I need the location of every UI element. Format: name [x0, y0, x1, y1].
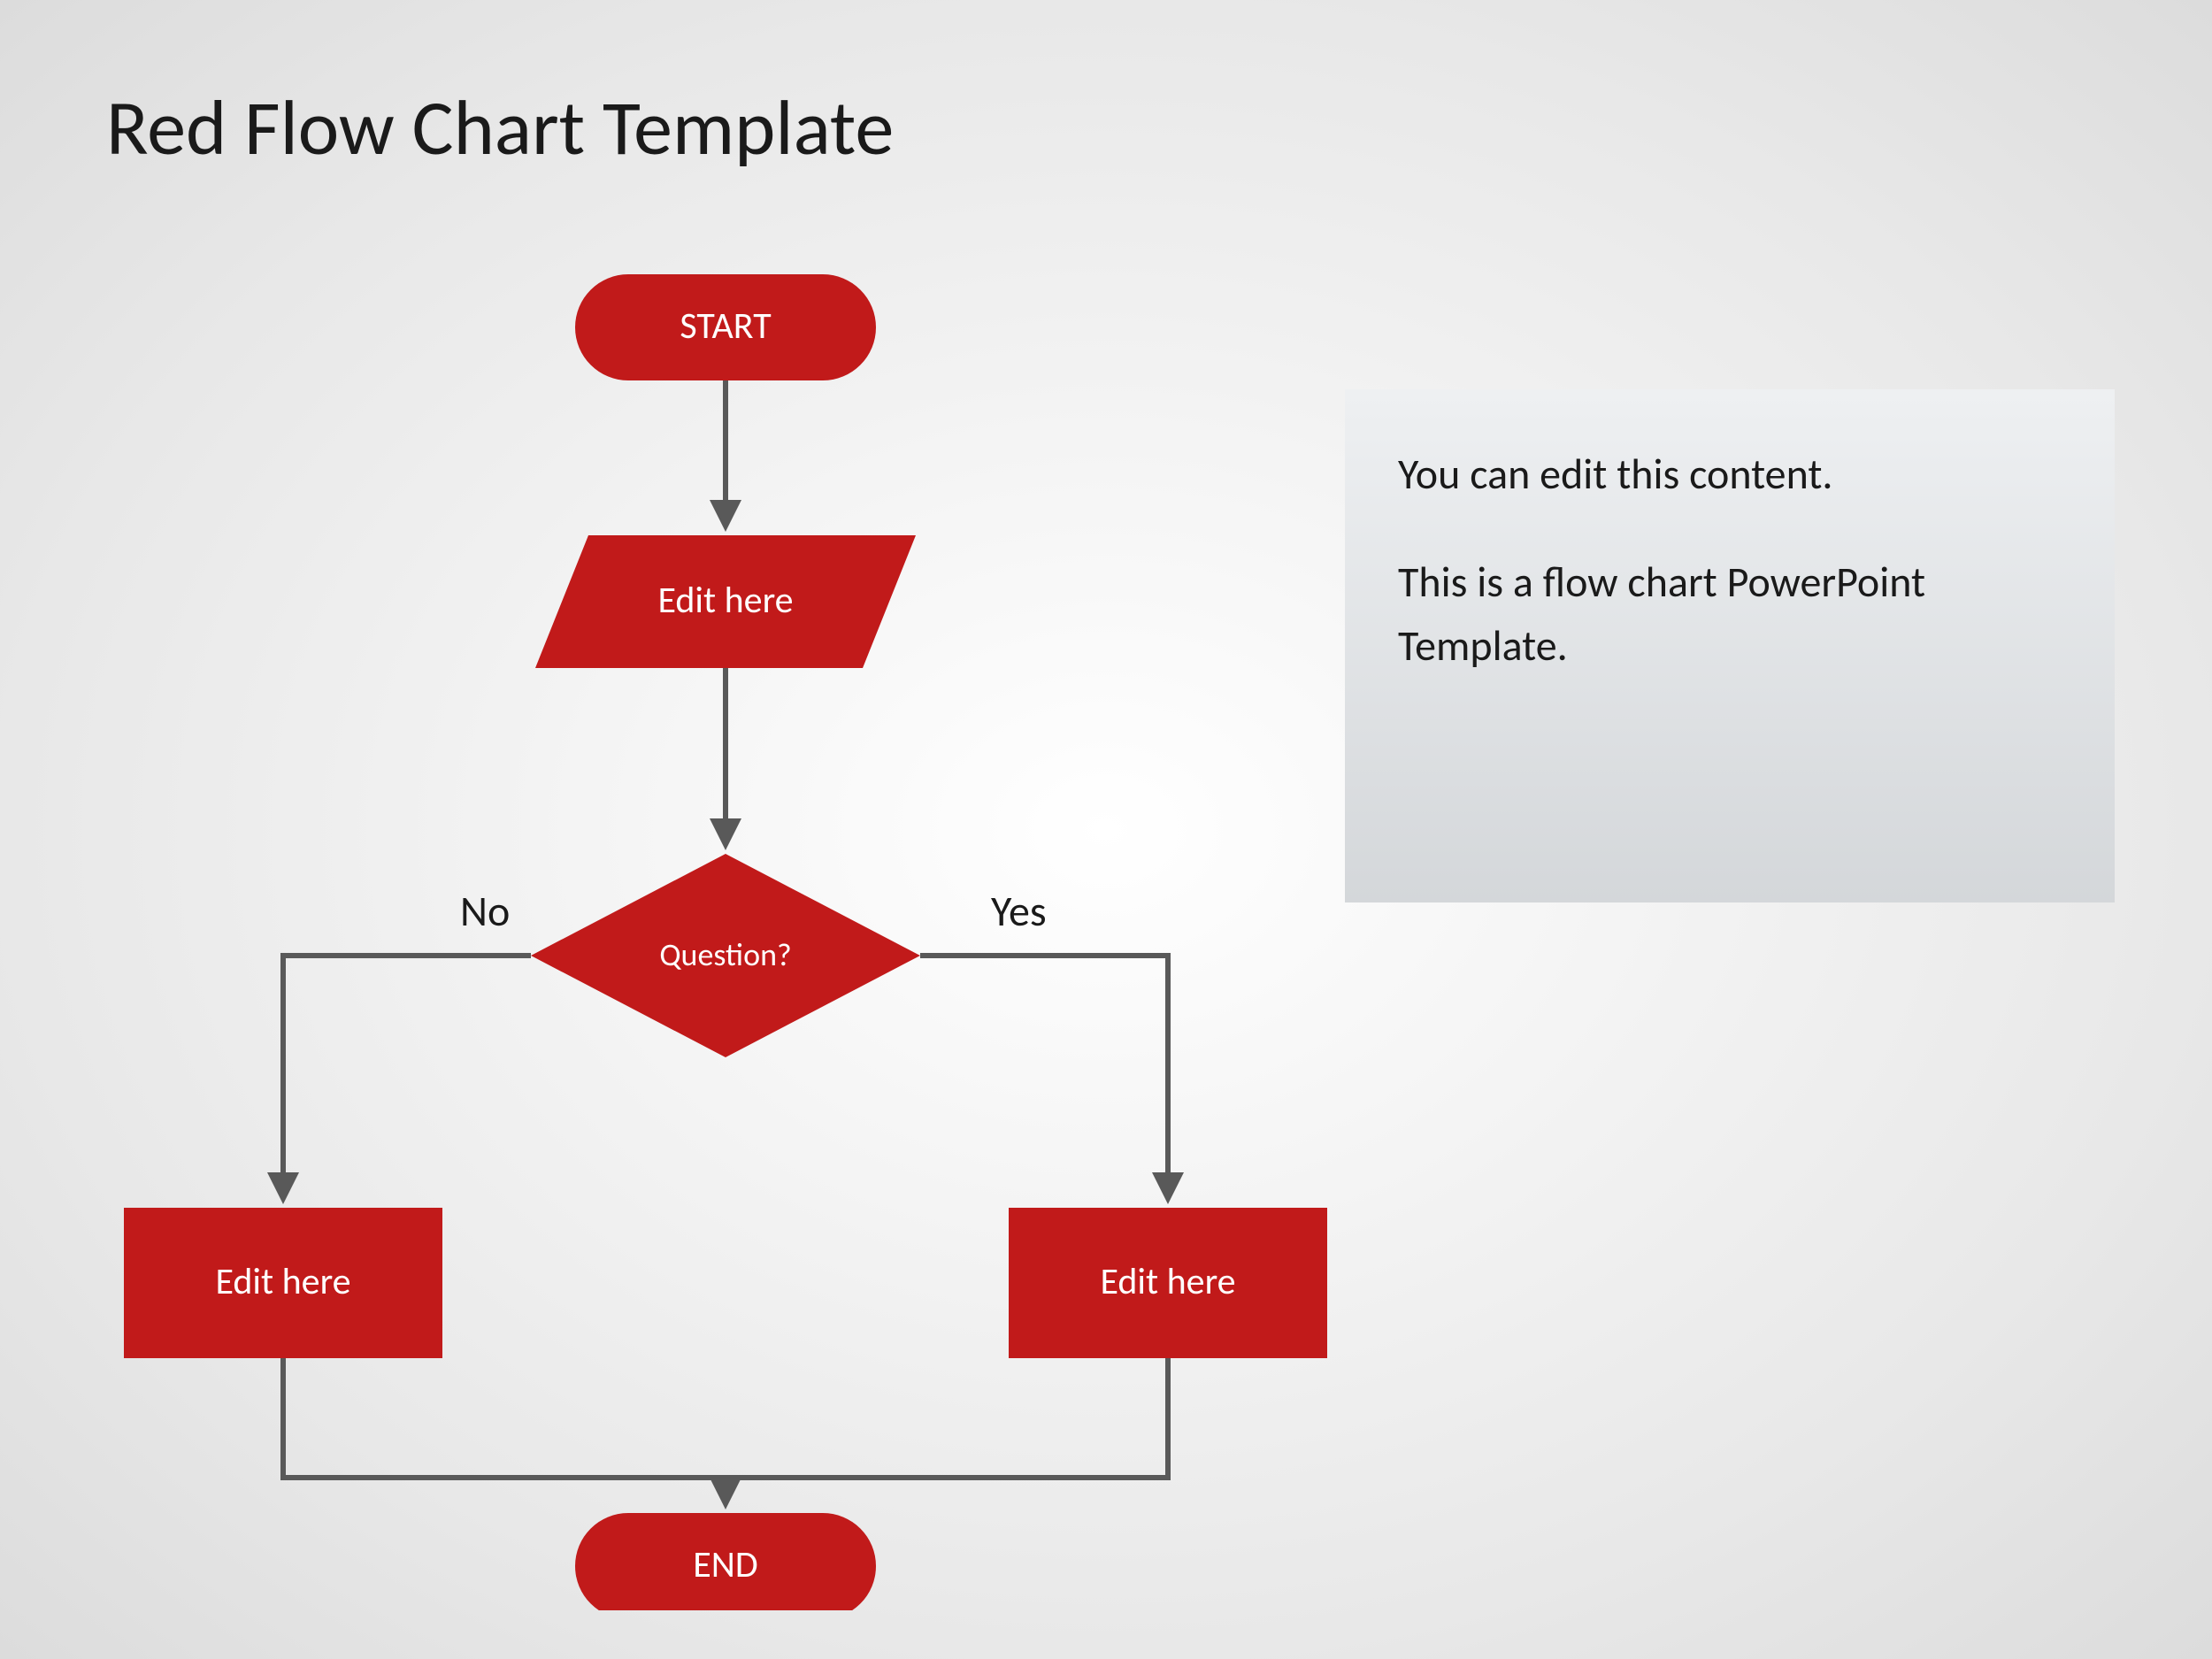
info-line-1: You can edit this content.	[1398, 442, 2062, 506]
flow-node-input	[535, 535, 916, 668]
flow-branch-label-no: No	[460, 885, 510, 937]
flow-node-decision	[531, 854, 920, 1057]
flow-node-right	[1009, 1208, 1327, 1358]
flowchart: STARTEdit hereQuestion?Edit hereEdit her…	[106, 265, 1345, 1610]
info-line-2: This is a flow chart PowerPoint Template…	[1398, 550, 2062, 678]
flowchart-svg	[106, 265, 1345, 1610]
flow-edge	[726, 1358, 1168, 1478]
flow-node-left	[124, 1208, 442, 1358]
flow-branch-label-yes: Yes	[991, 885, 1047, 937]
flow-edge	[283, 956, 531, 1199]
info-text-box: You can edit this content. This is a flo…	[1345, 389, 2115, 902]
flow-node-start	[575, 274, 876, 380]
flow-edge	[283, 1358, 726, 1504]
flow-edge	[920, 956, 1168, 1199]
slide-title: Red Flow Chart Template	[106, 80, 894, 175]
flow-node-end	[575, 1513, 876, 1610]
